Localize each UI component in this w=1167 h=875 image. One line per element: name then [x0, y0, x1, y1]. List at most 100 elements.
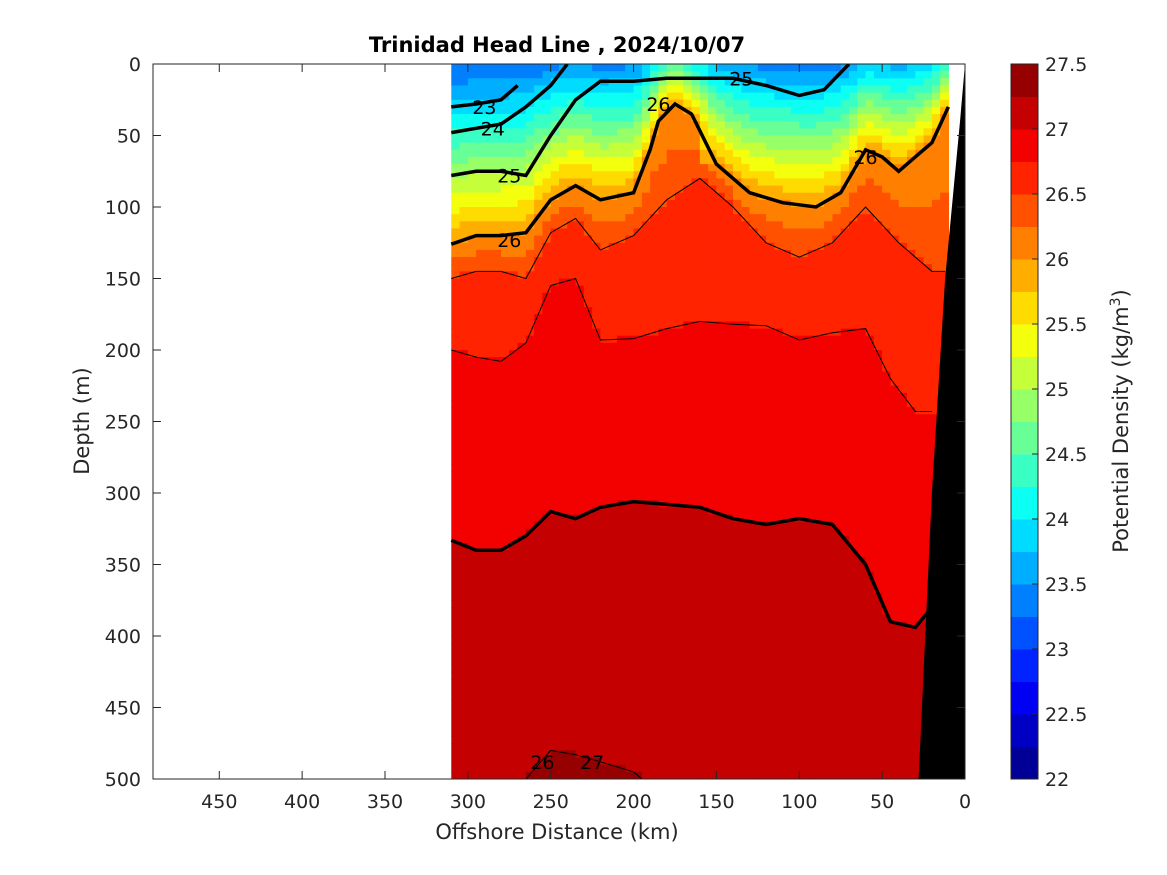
contour-cell: [815, 371, 825, 380]
contour-cell: [484, 728, 494, 737]
contour-cell: [741, 85, 751, 94]
contour-cell: [476, 628, 486, 637]
contour-cell: [467, 142, 477, 151]
contour-cell: [832, 92, 842, 101]
contour-cell: [724, 192, 734, 201]
contour-cell: [849, 643, 858, 651]
contour-cell: [550, 106, 560, 115]
contour-cell: [774, 736, 784, 744]
contour-cell: [608, 485, 618, 494]
contour-cell: [824, 271, 834, 280]
contour-cell: [849, 128, 858, 137]
contour-cell: [451, 185, 461, 194]
contour-cell: [501, 628, 510, 637]
contour-cell: [600, 428, 610, 437]
contour-cell: [824, 743, 834, 751]
contour-cell: [757, 507, 767, 516]
contour-cell: [675, 271, 684, 280]
contour-cell: [608, 614, 618, 623]
contour-cell: [766, 686, 776, 694]
contour-cell: [774, 757, 784, 766]
contour-cell: [575, 578, 585, 587]
contour-cell: [633, 657, 643, 666]
contour-cell: [749, 357, 759, 365]
contour-cell: [724, 585, 734, 594]
contour-cell: [724, 235, 734, 244]
contour-cell: [625, 278, 635, 287]
contour-cell: [683, 414, 693, 423]
contour-cell: [791, 371, 800, 380]
contour-cell: [517, 249, 527, 258]
contour-cell: [791, 271, 800, 280]
contour-cell: [600, 314, 610, 322]
contour-cell: [774, 242, 784, 251]
contour-cell: [699, 457, 709, 465]
contour-cell: [782, 514, 792, 523]
contour-cell: [451, 628, 461, 637]
contour-cell: [492, 428, 502, 437]
contour-cell: [509, 614, 519, 623]
contour-cell: [733, 585, 742, 594]
contour-cell: [766, 328, 776, 337]
contour-cell: [467, 378, 477, 387]
contour-cell: [675, 335, 684, 344]
contour-cell: [807, 257, 817, 265]
contour-cell: [799, 249, 809, 258]
contour-cell: [484, 643, 494, 651]
contour-cell: [641, 106, 651, 115]
contour-cell: [550, 628, 560, 637]
contour-cell: [699, 221, 709, 230]
contour-cell: [824, 64, 834, 72]
contour-cell: [492, 292, 502, 301]
contour-cell: [857, 228, 867, 237]
contour-cell: [550, 92, 560, 101]
contour-cell: [799, 500, 809, 508]
contour-cell: [815, 114, 825, 122]
contour-cell: [550, 750, 560, 759]
contour-cell: [724, 728, 734, 737]
contour-cell: [799, 114, 809, 122]
contour-cell: [840, 600, 850, 608]
contour-cell: [575, 643, 585, 651]
contour-cell: [525, 407, 535, 415]
contour-cell: [542, 407, 552, 415]
contour-cell: [832, 228, 842, 237]
contour-cell: [741, 535, 751, 544]
contour-cell: [683, 650, 693, 659]
contour-cell: [699, 493, 709, 501]
contour-cell: [567, 614, 577, 623]
contour-cell: [592, 292, 602, 301]
contour-cell: [691, 693, 701, 701]
contour-cell: [633, 71, 643, 79]
contour-cell: [774, 585, 784, 594]
contour-cell: [724, 593, 734, 601]
contour-cell: [675, 128, 684, 137]
contour-cell: [641, 621, 651, 630]
contour-cell: [484, 714, 494, 723]
contour-cell: [807, 371, 817, 380]
contour-cell: [467, 71, 477, 79]
contour-cell: [857, 214, 867, 222]
contour-cell: [708, 385, 718, 394]
contour-cell: [550, 249, 560, 258]
contour-cell: [501, 142, 510, 151]
contour-cell: [766, 350, 776, 358]
contour-cell: [749, 750, 759, 759]
contour-cell: [683, 357, 693, 365]
contour-cell: [766, 450, 776, 458]
contour-cell: [542, 528, 552, 537]
contour-cell: [807, 335, 817, 344]
contour-cell: [608, 636, 618, 644]
contour-cell: [617, 71, 626, 79]
contour-cell: [592, 421, 602, 430]
contour-cell: [575, 357, 585, 365]
contour-cell: [592, 371, 602, 380]
contour-cell: [509, 364, 519, 373]
contour-cell: [824, 285, 834, 294]
contour-cell: [733, 421, 742, 430]
contour-cell: [559, 457, 568, 465]
contour-cell: [476, 485, 486, 494]
contour-cell: [699, 471, 709, 480]
contour-cell: [650, 221, 660, 230]
contour-cell: [542, 71, 552, 79]
